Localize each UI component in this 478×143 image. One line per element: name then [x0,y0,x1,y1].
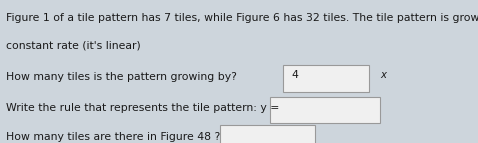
FancyBboxPatch shape [283,65,369,92]
Text: How many tiles is the pattern growing by?: How many tiles is the pattern growing by… [6,72,237,82]
Text: constant rate (it's linear): constant rate (it's linear) [6,40,141,50]
FancyBboxPatch shape [220,125,315,143]
FancyBboxPatch shape [270,97,380,123]
Text: x: x [380,70,386,80]
Text: Figure 1 of a tile pattern has 7 tiles, while Figure 6 has 32 tiles. The tile pa: Figure 1 of a tile pattern has 7 tiles, … [6,13,478,23]
Text: 4: 4 [292,70,298,80]
Text: How many tiles are there in Figure 48 ?: How many tiles are there in Figure 48 ? [6,132,220,142]
Text: Write the rule that represents the tile pattern: y =: Write the rule that represents the tile … [6,103,279,113]
